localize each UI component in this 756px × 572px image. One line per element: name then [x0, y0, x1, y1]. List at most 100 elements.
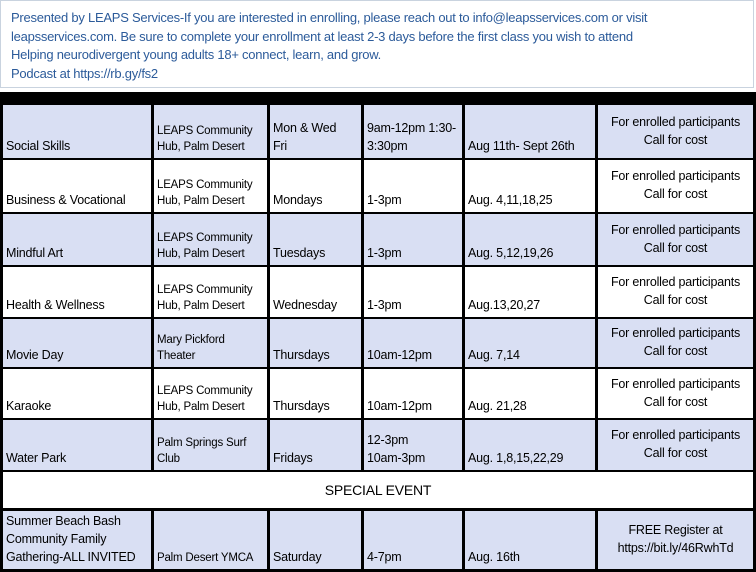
time-cell: 12-3pm 10am-3pm: [364, 420, 462, 470]
table-row: Mindful Art LEAPS Community Hub, Palm Dese…: [0, 214, 756, 265]
time-text: 9am-12pm 1:30-: [367, 121, 456, 135]
location-text: LEAPS Community: [157, 232, 253, 244]
cost-text: For enrolled participants: [610, 114, 741, 129]
days-text: Fri: [273, 139, 287, 153]
special-event-row: Summer Beach Bash Community Family Gatheri…: [0, 511, 756, 569]
program-text: Health & Wellness: [6, 298, 105, 312]
header-line-mission: Helping neurodivergent young adults 18+ …: [11, 47, 382, 62]
program-text: Mindful Art: [6, 246, 63, 260]
cost-text: FREE Register at: [628, 523, 723, 537]
days-text: Thursdays: [273, 348, 330, 362]
time-text: 1-3pm: [367, 193, 402, 207]
program-text: Summer Beach Bash: [6, 514, 121, 528]
location-cell: Palm Springs Surf Club: [154, 420, 267, 470]
header-line-enroll: Presented by LEAPS Services-If you are i…: [11, 10, 648, 25]
location-text: Theater: [157, 350, 196, 362]
time-cell: 1-3pm: [364, 214, 462, 265]
program-cell: Health & Wellness: [3, 267, 151, 317]
location-cell: LEAPS Community Hub, Palm Desert: [154, 214, 267, 265]
program-text: Social Skills: [6, 139, 71, 153]
program-cell: Karaoke: [3, 369, 151, 418]
days-text: Saturday: [273, 550, 322, 564]
cost-cell: For enrolled participants Call for cost: [598, 319, 753, 367]
location-text: Hub, Palm Desert: [157, 195, 245, 207]
program-text: Movie Day: [6, 348, 64, 362]
info-header: Presented by LEAPS Services-If you are i…: [0, 0, 754, 88]
cost-cell: For enrolled participants Call for cost: [598, 214, 753, 265]
time-text: 4-7pm: [367, 550, 402, 564]
location-text: Palm Springs Surf: [157, 437, 247, 449]
days-text: Wednesday: [273, 298, 337, 312]
days-text: Mondays: [273, 193, 323, 207]
location-cell: LEAPS Community Hub, Palm Desert: [154, 267, 267, 317]
time-cell: 4-7pm: [364, 511, 462, 569]
header-line-podcast: Podcast at https://rb.gy/fs2: [11, 65, 158, 81]
cost-text: Call for cost: [643, 240, 708, 255]
cost-cell: For enrolled participants Call for cost: [598, 420, 753, 470]
days-text: Mon & Wed: [273, 121, 337, 135]
table-row: Health & Wellness LEAPS Community Hub, Pal…: [0, 267, 756, 317]
location-cell: LEAPS Community Hub, Palm Desert: [154, 369, 267, 418]
dates-text: Aug. 5,12,19,26: [468, 246, 554, 260]
cost-text: For enrolled participants: [610, 222, 741, 237]
location-text: Hub, Palm Desert: [157, 401, 245, 413]
location-text: LEAPS Community: [157, 284, 253, 296]
cost-text: For enrolled participants: [610, 376, 741, 391]
table-row: Water Park Palm Springs Surf Club Fridays 12…: [0, 420, 756, 470]
location-text: Hub, Palm Desert: [157, 141, 245, 153]
cost-cell: For enrolled participants Call for cost: [598, 267, 753, 317]
dates-cell: Aug. 5,12,19,26: [465, 214, 595, 265]
dates-text: Aug. 21,28: [468, 399, 527, 413]
program-cell: Business & Vocational: [3, 160, 151, 212]
table-row: Karaoke LEAPS Community Hub, Palm Desert Th…: [0, 369, 756, 418]
dates-text: Aug. 1,8,15,22,29: [468, 451, 564, 465]
dates-text: Aug. 4,11,18,25: [468, 193, 553, 207]
dates-cell: Aug.13,20,27: [465, 267, 595, 317]
cost-text: Call for cost: [643, 187, 708, 201]
cost-text: For enrolled participants: [610, 326, 741, 340]
dates-cell: Aug. 16th: [465, 511, 595, 569]
time-cell: 9am-12pm 1:30- 3:30pm: [364, 105, 462, 158]
program-text: Community Family: [6, 532, 107, 546]
program-cell: Mindful Art: [3, 214, 151, 265]
dates-cell: Aug. 7,14: [465, 319, 595, 367]
time-cell: 10am-12pm: [364, 319, 462, 367]
dates-text: Aug.13,20,27: [468, 298, 540, 312]
time-cell: 1-3pm: [364, 160, 462, 212]
time-text: 3:30pm: [367, 139, 408, 153]
days-cell: Fridays: [270, 420, 361, 470]
days-text: Tuesdays: [273, 246, 326, 260]
cost-cell: FREE Register at https://bit.ly/46RwhTd: [598, 511, 753, 569]
dates-text: Aug. 16th: [468, 550, 520, 564]
program-text: Water Park: [6, 451, 67, 465]
dates-cell: Aug. 21,28: [465, 369, 595, 418]
program-cell: Summer Beach Bash Community Family Gatheri…: [3, 511, 151, 569]
cost-text: For enrolled participants: [610, 169, 741, 183]
cost-text: For enrolled participants: [610, 275, 741, 289]
program-cell: Social Skills: [3, 105, 151, 158]
days-cell: Mon & Wed Fri: [270, 105, 361, 158]
program-cell: Movie Day: [3, 319, 151, 367]
days-text: Fridays: [273, 451, 313, 465]
cost-text: Call for cost: [643, 293, 708, 307]
time-text: 1-3pm: [367, 298, 402, 312]
dates-cell: Aug 11th- Sept 26th: [465, 105, 595, 158]
days-cell: Thursdays: [270, 319, 361, 367]
location-cell: Palm Desert YMCA: [154, 511, 267, 569]
location-text: LEAPS Community: [157, 385, 253, 397]
cost-cell: For enrolled participants Call for cost: [598, 105, 753, 158]
location-text: Hub, Palm Desert: [157, 300, 245, 312]
dates-text: Aug. 7,14: [468, 348, 520, 362]
days-text: Thursdays: [273, 399, 330, 413]
location-text: Palm Desert YMCA: [157, 552, 254, 564]
program-text: Gathering-ALL INVITED: [6, 550, 136, 564]
time-text: 10am-12pm: [367, 348, 432, 362]
header-line-website: leapsservices.com. Be sure to complete y…: [11, 28, 633, 44]
days-cell: Mondays: [270, 160, 361, 212]
schedule-table: SPECIAL EVENT Social Skills LEAPS Communi…: [0, 103, 756, 572]
dates-cell: Aug. 1,8,15,22,29: [465, 420, 595, 470]
time-cell: 1-3pm: [364, 267, 462, 317]
time-text: 10am-3pm: [367, 451, 426, 465]
location-text: Club: [157, 453, 180, 465]
cost-text: For enrolled participants: [610, 428, 741, 442]
